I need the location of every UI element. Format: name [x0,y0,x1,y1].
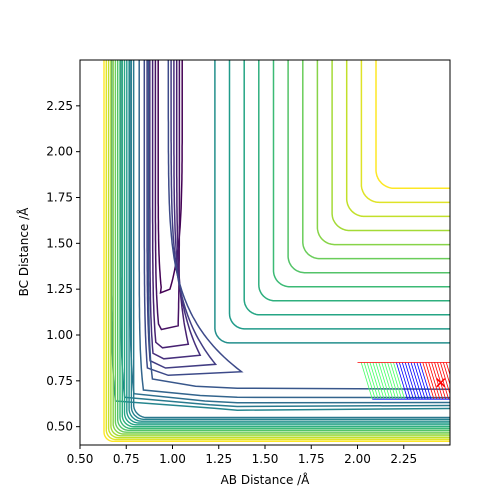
trajectory-segment [404,362,417,400]
trajectory-segment [387,362,400,400]
contour-line [331,60,450,232]
contour-line [103,60,450,442]
contour-lines [103,60,450,442]
x-tick-label: 1.25 [205,452,232,466]
y-tick-label: 0.75 [46,374,73,388]
trajectory-segment [407,362,420,400]
contour-line [119,60,450,430]
contour-line [243,60,450,316]
trajectory-segment [416,362,429,400]
x-tick-label: 2.25 [390,452,417,466]
y-tick-label: 1.25 [46,282,73,296]
y-tick-label: 2.25 [46,99,73,113]
contour-line [143,60,244,377]
x-tick-label: 0.50 [67,452,94,466]
trajectory-lines [357,362,450,400]
trajectory-segment [434,362,447,400]
contour-line [375,60,450,190]
contour-line [116,60,450,431]
trajectory-segment [425,362,438,400]
contour-line [154,60,181,331]
contour-line [121,60,450,428]
contour-line [123,60,450,426]
contour-line [130,60,450,420]
contour-line [272,60,450,288]
y-axis-ticks: 0.50 0.75 1.00 1.25 1.50 1.75 2.00 2.25 [46,99,80,434]
contour-line [302,60,450,260]
contour-line [126,60,450,424]
contour-line [316,60,450,246]
y-tick-label: 2.00 [46,145,73,159]
x-tick-label: 0.75 [113,452,140,466]
trajectory-segment [381,362,394,400]
trajectory-segment [398,362,411,400]
y-tick-label: 1.00 [46,328,73,342]
contour-line [151,60,190,349]
x-tick-label: 2.00 [344,452,371,466]
contour-line [228,60,450,330]
contour-line [360,60,450,204]
trajectory-segment [396,362,408,400]
trajectory-segment [363,362,376,400]
trajectory-segment [422,362,435,400]
trajectory-segment [419,362,432,400]
contour-line [149,60,202,360]
contour-line [287,60,450,274]
contour-line [157,60,183,294]
contour-line [345,60,450,218]
trajectory-segment [360,362,373,400]
start-marker [436,378,446,388]
trajectory-segment [413,362,426,400]
contour-line [128,60,450,422]
trajectory-segment [445,362,450,377]
trajectory-segment [431,362,444,400]
trajectory-segment [428,362,441,400]
y-tick-label: 1.50 [46,236,73,250]
x-tick-label: 1.50 [252,452,279,466]
x-tick-label: 1.00 [159,452,186,466]
x-axis-ticks: 0.50 0.75 1.00 1.25 1.50 1.75 2.00 2.25 [67,445,417,466]
trajectory-segment [442,362,450,386]
trajectory-segment [366,362,379,400]
x-axis-label: AB Distance /Å [221,472,311,487]
contour-line [258,60,450,302]
trajectory-segment [384,362,397,400]
trajectory-segment [393,362,405,400]
y-tick-label: 0.50 [46,420,73,434]
contour-line [114,60,450,433]
contour-line [138,60,450,399]
y-tick-label: 1.75 [46,191,73,205]
contour-line [214,60,450,344]
contour-line [147,60,450,390]
contour-line [112,60,450,435]
contour-line [105,60,450,441]
contour-line [146,60,218,369]
trajectory-segment [410,362,423,400]
y-axis-label: BC Distance /Å [16,207,31,297]
trajectory-segment [369,362,382,400]
x-tick-label: 1.75 [298,452,325,466]
trajectory-segment [401,362,414,400]
trajectory-segment [378,362,391,400]
contour-line [107,60,450,439]
trajectory-segment [390,362,403,400]
contour-line [110,60,450,437]
contour-line [132,60,450,419]
trajectory-segment [375,362,388,400]
trajectory-segment [372,362,385,400]
